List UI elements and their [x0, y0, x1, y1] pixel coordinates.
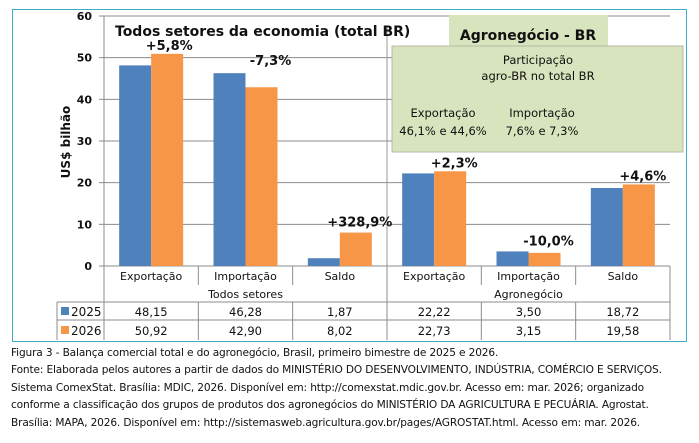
group-label: Todos setores: [207, 288, 283, 301]
agro-box-title: Agronegócio - BR: [460, 28, 596, 44]
bar-2026: [434, 171, 467, 266]
table-cell: 46,28: [229, 305, 262, 319]
change-annotation: +328,9%: [327, 216, 392, 231]
y-tick-label: 30: [77, 135, 93, 148]
agro-subtitle-1: Participação: [503, 53, 573, 67]
bar-2026: [528, 252, 561, 266]
x-tick-label: Importação: [497, 270, 560, 283]
bar-2026: [622, 184, 655, 266]
figure-caption: Figura 3 - Balança comercial total e do …: [11, 345, 696, 432]
agro-export-value: 46,1% e 44,6%: [399, 124, 487, 138]
table-cell: 42,90: [229, 324, 262, 338]
x-tick-label: Importação: [214, 270, 277, 283]
change-annotation: +2,3%: [431, 156, 478, 171]
group-label: Agronegócio: [494, 288, 563, 301]
caption-line: Brasília: MAPA, 2026. Disponível em: htt…: [11, 416, 641, 429]
bar-2025: [590, 188, 623, 266]
change-annotations: +5,8% -7,3% +328,9% +2,3% -10,0% +4,6%: [146, 39, 667, 250]
agro-info-box: Agronegócio - BR Participação agro-BR no…: [391, 15, 684, 153]
agro-body-box: [391, 45, 684, 153]
caption-line: Fonte: Elaborada pelos autores a partir …: [11, 364, 662, 377]
bar-chart: 0 10 20 30 40 50 60 US$ bilhão Todos setores d…: [56, 10, 684, 340]
change-annotation: -10,0%: [523, 234, 574, 249]
legend-label: 2026: [71, 324, 102, 338]
chart-frame: [12, 9, 687, 342]
agro-import-label: Importação: [509, 106, 575, 120]
legend-label: 2025: [71, 305, 102, 319]
legend-swatch-2026: [61, 326, 69, 334]
y-axis-ticks: 0 10 20 30 40 50 60: [77, 10, 104, 273]
x-tick-label: Exportação: [403, 270, 466, 283]
chart-title: Todos setores da economia (total BR): [115, 24, 410, 40]
agro-subtitle-2: agro-BR no total BR: [481, 69, 594, 83]
bar-2025: [496, 251, 529, 266]
table-cell: 3,50: [516, 305, 542, 319]
caption-line: Sistema ComexStat. Brasília: MDIC, 2026.…: [11, 381, 644, 394]
bar-2025: [119, 65, 152, 266]
caption-line: conforme a classificação dos grupos de p…: [11, 399, 649, 412]
table-cell: 50,92: [135, 324, 168, 338]
caption-line: Figura 3 - Balança comercial total e do …: [11, 347, 499, 359]
legend-swatch-2025: [61, 307, 69, 315]
table-cell: 3,15: [516, 324, 542, 338]
x-tick-label: Exportação: [120, 270, 183, 283]
y-tick-label: 0: [84, 260, 92, 273]
change-annotation: +4,6%: [619, 169, 666, 184]
bar-2025: [213, 73, 246, 267]
y-tick-label: 50: [77, 52, 93, 65]
x-tick-label: Saldo: [608, 270, 639, 283]
table-cell: 18,72: [606, 305, 639, 319]
y-tick-label: 60: [77, 10, 93, 23]
table-cell: 1,87: [327, 305, 353, 319]
x-tick-label: Saldo: [325, 270, 356, 283]
y-axis-label: US$ bilhão: [59, 106, 73, 179]
bar-2026: [151, 53, 184, 267]
bars: [119, 53, 655, 267]
bar-2025: [307, 258, 340, 266]
change-annotation: -7,3%: [250, 54, 291, 69]
data-table: Exportação Importação Saldo Exportação Impor…: [56, 266, 671, 340]
y-tick-label: 40: [77, 93, 93, 106]
bar-2026: [245, 87, 278, 266]
bar-2025: [402, 173, 435, 266]
table-cell: 8,02: [327, 324, 353, 338]
y-tick-label: 10: [77, 218, 93, 231]
table-cell: 48,15: [135, 305, 168, 319]
table-cell: 22,22: [418, 305, 451, 319]
agro-import-value: 7,6% e 7,3%: [506, 124, 579, 138]
y-tick-label: 20: [77, 177, 93, 190]
table-cell: 19,58: [606, 324, 639, 338]
agro-title-box: [449, 15, 608, 48]
bar-2026: [339, 232, 372, 266]
table-cell: 22,73: [418, 324, 451, 338]
agro-export-label: Exportação: [410, 106, 475, 120]
change-annotation: +5,8%: [146, 39, 193, 54]
